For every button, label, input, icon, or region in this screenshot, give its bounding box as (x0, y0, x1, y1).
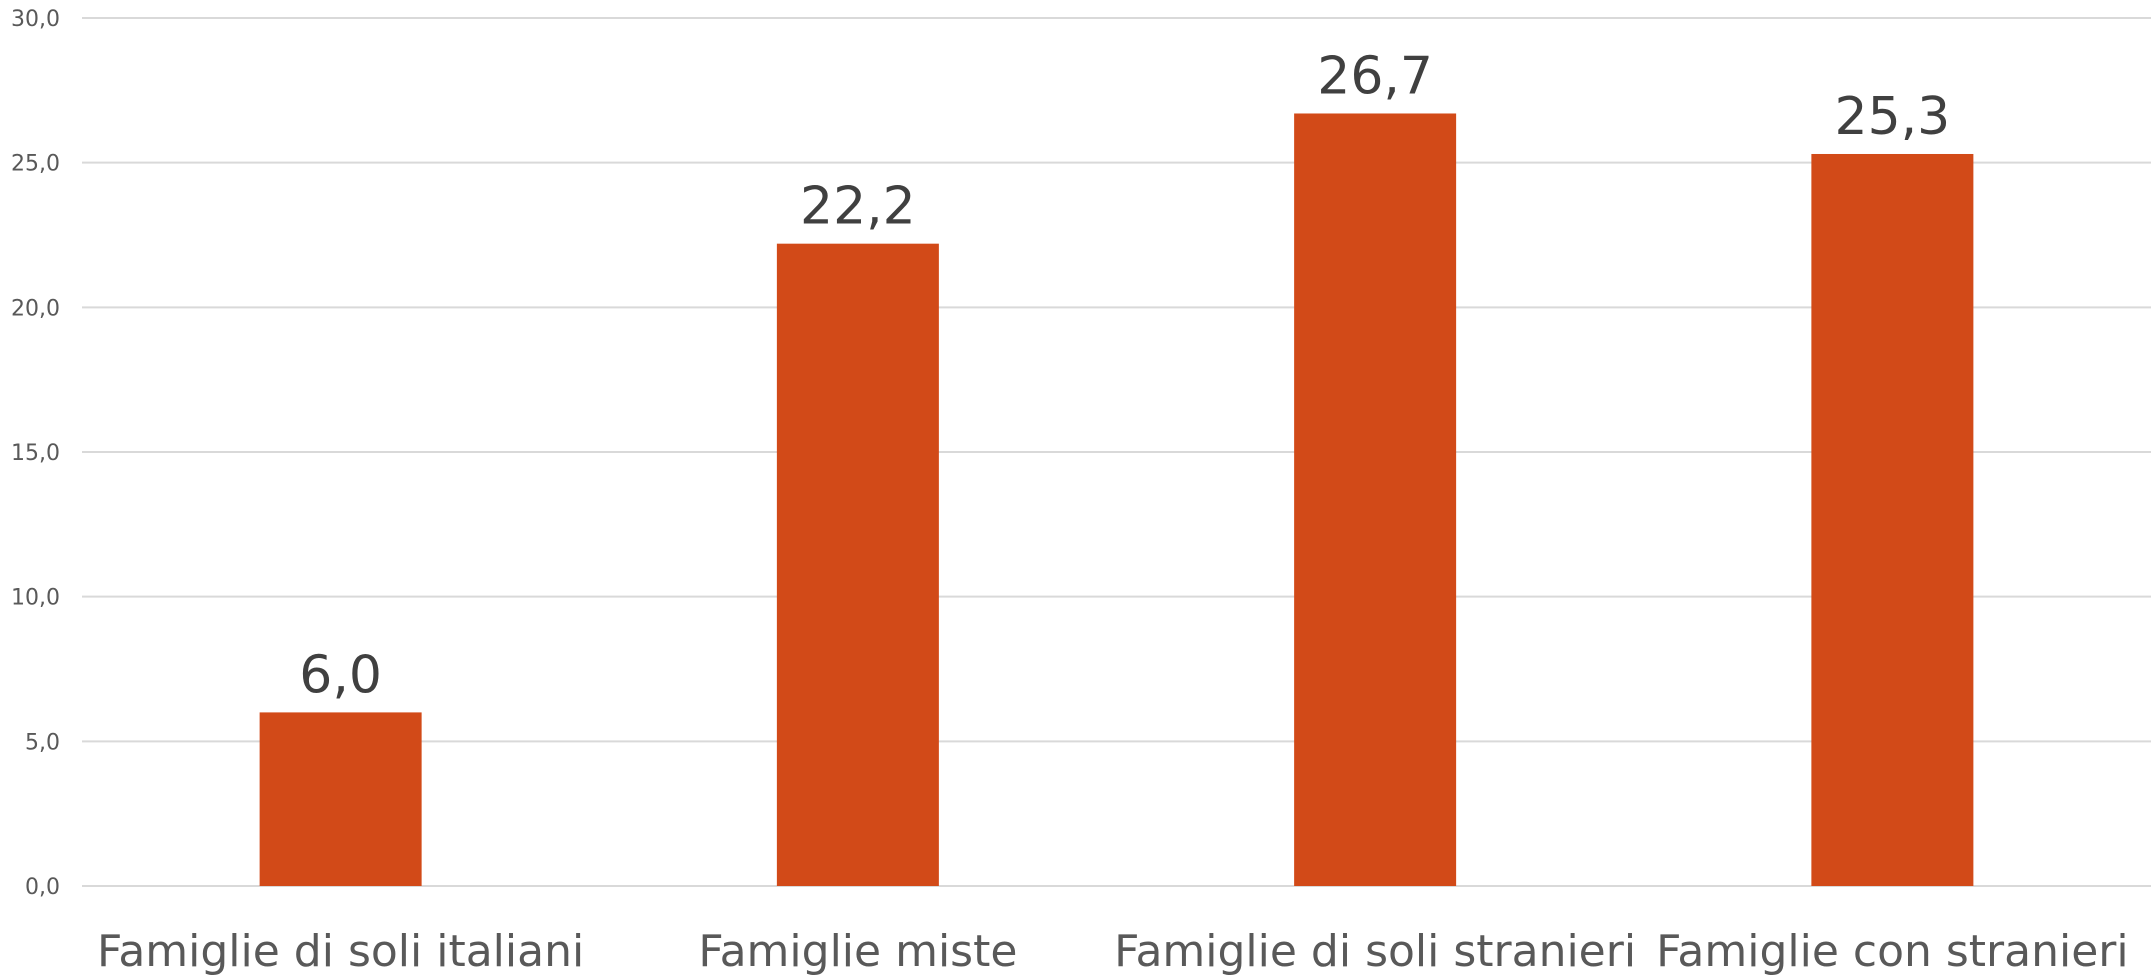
gridlines (82, 17, 2151, 887)
x-tick-label: Famiglie di soli italiani (97, 926, 584, 977)
y-tick-label: 5,0 (25, 730, 60, 755)
y-tick-label: 15,0 (11, 441, 60, 466)
bar (776, 243, 939, 886)
y-tick-label: 30,0 (11, 7, 60, 32)
x-tick-label: Famiglie di soli stranieri (1114, 926, 1636, 977)
y-tick-label: 25,0 (11, 152, 60, 177)
bar (1811, 153, 1974, 886)
x-tick-label: Famiglie con stranieri (1656, 926, 2128, 977)
bars (259, 113, 1974, 887)
bar (1294, 113, 1457, 887)
y-axis-tick-labels: 0,0 5,0 10,0 15,0 20,0 25,0 30,0 (11, 7, 60, 900)
x-tick-label: Famiglie miste (698, 926, 1017, 977)
data-label: 6,0 (299, 645, 382, 705)
data-label: 26,7 (1317, 46, 1433, 106)
y-tick-label: 10,0 (11, 586, 60, 611)
x-axis-tick-labels: Famiglie di soli italiani Famiglie miste F… (97, 926, 2129, 977)
bar (259, 712, 422, 886)
data-labels: 6,0 22,2 26,7 25,3 (299, 46, 1950, 705)
y-tick-label: 20,0 (11, 296, 60, 321)
data-label: 25,3 (1834, 87, 1950, 147)
y-tick-label: 0,0 (25, 875, 60, 900)
data-label: 22,2 (800, 177, 916, 237)
